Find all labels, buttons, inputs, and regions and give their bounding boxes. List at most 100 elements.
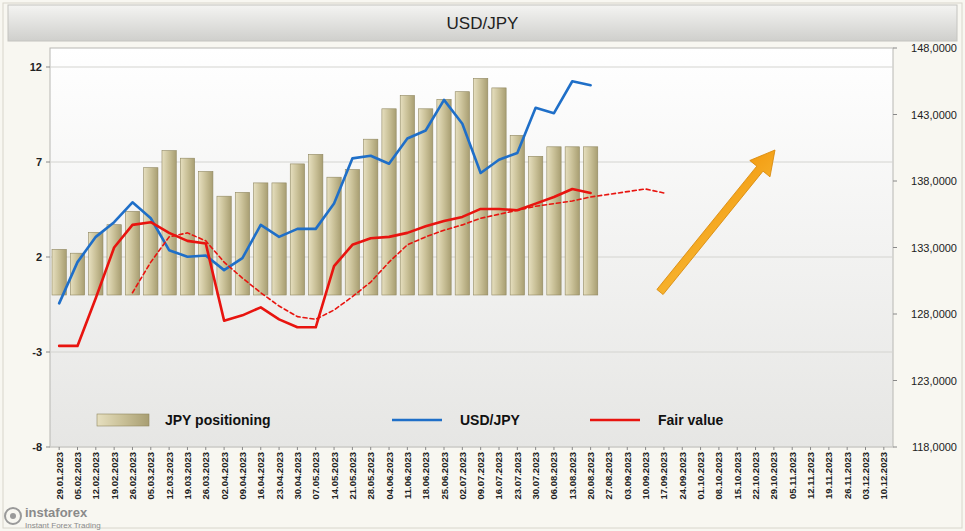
bar [327, 177, 341, 295]
x-tick [498, 447, 499, 450]
x-tick [370, 447, 371, 450]
trend-arrow [650, 142, 785, 300]
x-tick-label: 19.02.2023 [109, 452, 120, 500]
x-tick [847, 447, 848, 450]
y-tick [46, 162, 50, 163]
grid-line [50, 67, 893, 68]
x-tick [645, 447, 646, 450]
x-tick-label: 07.05.2023 [310, 452, 321, 500]
legend-label: Fair value [658, 412, 724, 428]
x-tick [334, 447, 335, 450]
x-tick [682, 447, 683, 450]
line-series [132, 189, 663, 319]
x-tick [59, 447, 60, 450]
x-tick [480, 447, 481, 450]
x-tick-label: 23.04.2023 [274, 452, 285, 500]
bar [364, 139, 378, 295]
x-tick-label: 25.06.2023 [439, 452, 450, 500]
grid-line [50, 352, 893, 353]
x-tick-label: 10.12.2023 [878, 452, 889, 500]
x-tick [425, 447, 426, 450]
x-tick-label: 30.07.2023 [530, 452, 541, 500]
bar [510, 135, 524, 295]
background [0, 0, 965, 531]
x-tick [260, 447, 261, 450]
bar [180, 158, 194, 295]
x-tick-label: 06.08.2023 [548, 452, 559, 500]
bar [528, 156, 542, 295]
data-group [52, 78, 664, 346]
bar [492, 88, 506, 295]
x-tick-label: 08.10.2023 [713, 452, 724, 500]
x-tick-label: 12.03.2023 [164, 452, 175, 500]
x-tick [315, 447, 316, 450]
x-tick-label: 21.05.2023 [347, 452, 358, 500]
bar [565, 147, 579, 295]
x-tick [737, 447, 738, 450]
x-tick [608, 447, 609, 450]
x-tick-label: 14.05.2023 [329, 452, 340, 500]
legend-label: JPY positioning [165, 412, 271, 428]
x-tick [663, 447, 664, 450]
x-tick-label: 23.07.2023 [512, 452, 523, 500]
legend-swatch [97, 414, 149, 426]
x-tick [444, 447, 445, 450]
grid-line [50, 447, 893, 448]
y2-tick-label: 138,0000 [911, 175, 957, 187]
x-tick-label: 24.09.2023 [677, 452, 688, 500]
x-tick-label: 15.10.2023 [732, 452, 743, 500]
x-tick [352, 447, 353, 450]
x-tick [114, 447, 115, 450]
x-tick [755, 447, 756, 450]
x-tick [169, 447, 170, 450]
x-tick [205, 447, 206, 450]
x-tick-label: 19.11.2023 [823, 452, 834, 499]
x-tick-label: 22.10.2023 [750, 452, 761, 500]
x-tick-label: 16.04.2023 [255, 452, 266, 500]
x-tick [810, 447, 811, 450]
x-tick-label: 02.04.2023 [219, 452, 230, 500]
x-tick-label: 11.06.2023 [402, 452, 413, 499]
y2-tick [893, 48, 897, 49]
x-tick-label: 29.01.2023 [54, 452, 65, 500]
bar [400, 96, 414, 296]
bar [272, 183, 286, 295]
x-tick [242, 447, 243, 450]
y-tick [46, 67, 50, 68]
y2-tick-label: 123,0000 [911, 375, 957, 387]
y-tick [46, 352, 50, 353]
legend-swatch [590, 419, 640, 422]
bar [345, 170, 359, 295]
bar [199, 172, 213, 296]
annotation: Instant Forex Trading [25, 521, 101, 530]
x-tick-label: 02.07.2023 [457, 452, 468, 500]
y2-tick-label: 133,0000 [911, 242, 957, 254]
x-tick-label: 03.09.2023 [622, 452, 633, 500]
x-tick [187, 447, 188, 450]
y-tick-label: 12 [30, 61, 42, 73]
bar [547, 147, 561, 295]
line-series [59, 189, 590, 346]
y2-tick-label: 118,0000 [912, 441, 957, 453]
x-tick [700, 447, 701, 450]
x-tick [535, 447, 536, 450]
x-tick [150, 447, 151, 450]
bar [254, 183, 268, 295]
x-tick-label: 05.03.2023 [145, 452, 156, 500]
plot-area [50, 48, 893, 447]
x-tick-label: 04.06.2023 [384, 452, 395, 500]
bar [419, 109, 433, 295]
x-tick [865, 447, 866, 450]
logo: instaforexInstant Forex Trading [5, 505, 101, 530]
y-tick-label: 2 [36, 251, 42, 263]
x-tick-label: 09.04.2023 [237, 452, 248, 500]
x-tick [627, 447, 628, 450]
x-tick-label: 10.09.2023 [640, 452, 651, 500]
title: USD/JPY [447, 14, 519, 33]
chart: USD/JPY-8-32712118,0000123,0000128,00001… [0, 0, 965, 531]
x-tick-label: 17.09.2023 [658, 452, 669, 500]
x-tick-label: 13.08.2023 [567, 452, 578, 500]
x-tick-label: 29.10.2023 [768, 452, 779, 500]
x-tick [77, 447, 78, 450]
bar [235, 192, 249, 295]
